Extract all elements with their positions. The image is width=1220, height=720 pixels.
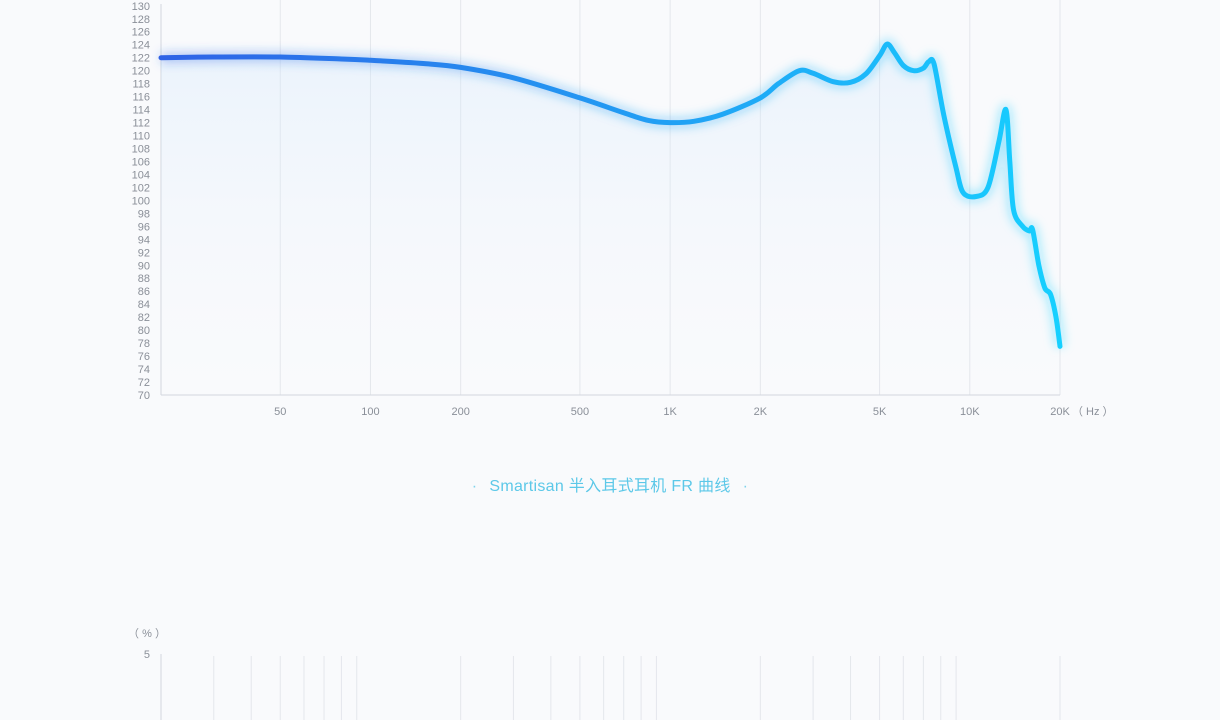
caption-bullet-right: · xyxy=(742,478,749,495)
caption-bullet-left: · xyxy=(471,478,478,495)
chart-caption: · Smartisan 半入耳式耳机 FR 曲线 · xyxy=(0,472,1220,496)
fr-y-tick-label: 100 xyxy=(132,195,150,207)
fr-y-tick-label: 90 xyxy=(138,260,150,272)
fr-y-tick-label: 98 xyxy=(138,208,150,220)
fr-x-tick-label: 200 xyxy=(451,406,469,418)
fr-y-tick-label: 104 xyxy=(132,169,150,181)
fr-y-tick-label: 76 xyxy=(138,351,150,363)
fr-y-tick-label: 108 xyxy=(132,144,150,156)
fr-x-tick-label: 2K xyxy=(754,406,768,418)
thd-y-ticks: 5 xyxy=(144,649,150,661)
fr-x-ticks: 50 100 200 500 1K 2K 5K 10K 20K （ Hz ） xyxy=(274,405,1113,418)
fr-y-tick-label: 126 xyxy=(132,27,150,39)
fr-area-fill xyxy=(161,44,1060,395)
fr-y-ticks: 7072747678808284868890929496981001021041… xyxy=(132,1,150,402)
caption-text: Smartisan 半入耳式耳机 FR 曲线 xyxy=(489,478,731,495)
fr-y-tick-label: 102 xyxy=(132,182,150,194)
fr-y-tick-label: 114 xyxy=(132,105,150,117)
fr-x-tick-label: 50 xyxy=(274,406,286,418)
fr-y-tick-label: 110 xyxy=(132,131,150,143)
fr-y-tick-label: 94 xyxy=(138,234,150,246)
fr-x-unit: （ Hz ） xyxy=(1072,405,1114,418)
thd-y-unit: （ % ） xyxy=(128,627,166,640)
fr-y-tick-label: 88 xyxy=(138,273,150,285)
fr-y-tick-label: 118 xyxy=(132,79,150,91)
fr-y-tick-label: 86 xyxy=(138,286,150,298)
fr-y-tick-label: 106 xyxy=(132,156,150,168)
fr-y-tick-label: 74 xyxy=(138,364,150,376)
fr-y-tick-label: 70 xyxy=(138,390,150,402)
fr-x-tick-label: 1K xyxy=(663,406,677,418)
thd-chart: （ % ） 5 xyxy=(128,627,1061,720)
fr-y-tick-label: 82 xyxy=(138,312,150,324)
fr-y-tick-label: 80 xyxy=(138,325,150,337)
fr-y-tick-label: 96 xyxy=(138,221,150,233)
fr-x-tick-label: 5K xyxy=(873,406,887,418)
fr-y-tick-label: 116 xyxy=(132,92,150,104)
fr-x-tick-label: 500 xyxy=(571,406,589,418)
fr-y-tick-label: 130 xyxy=(132,1,150,13)
fr-x-tick-label: 10K xyxy=(960,406,980,418)
thd-grid xyxy=(213,656,1061,720)
thd-y-tick-label: 5 xyxy=(144,649,150,661)
fr-y-tick-label: 84 xyxy=(138,299,150,311)
fr-y-tick-label: 122 xyxy=(132,53,150,65)
fr-chart: 7072747678808284868890929496981001021041… xyxy=(132,0,1114,418)
fr-y-tick-label: 124 xyxy=(132,40,150,52)
fr-x-tick-label: 20K xyxy=(1050,406,1070,418)
fr-y-tick-label: 92 xyxy=(138,247,150,259)
fr-curve-line xyxy=(158,41,1063,349)
fr-y-tick-label: 78 xyxy=(138,338,150,350)
fr-y-tick-label: 112 xyxy=(132,118,150,130)
fr-y-tick-label: 120 xyxy=(132,66,150,78)
fr-y-tick-label: 72 xyxy=(138,377,150,389)
fr-y-tick-label: 128 xyxy=(132,14,150,26)
fr-x-tick-label: 100 xyxy=(361,406,379,418)
